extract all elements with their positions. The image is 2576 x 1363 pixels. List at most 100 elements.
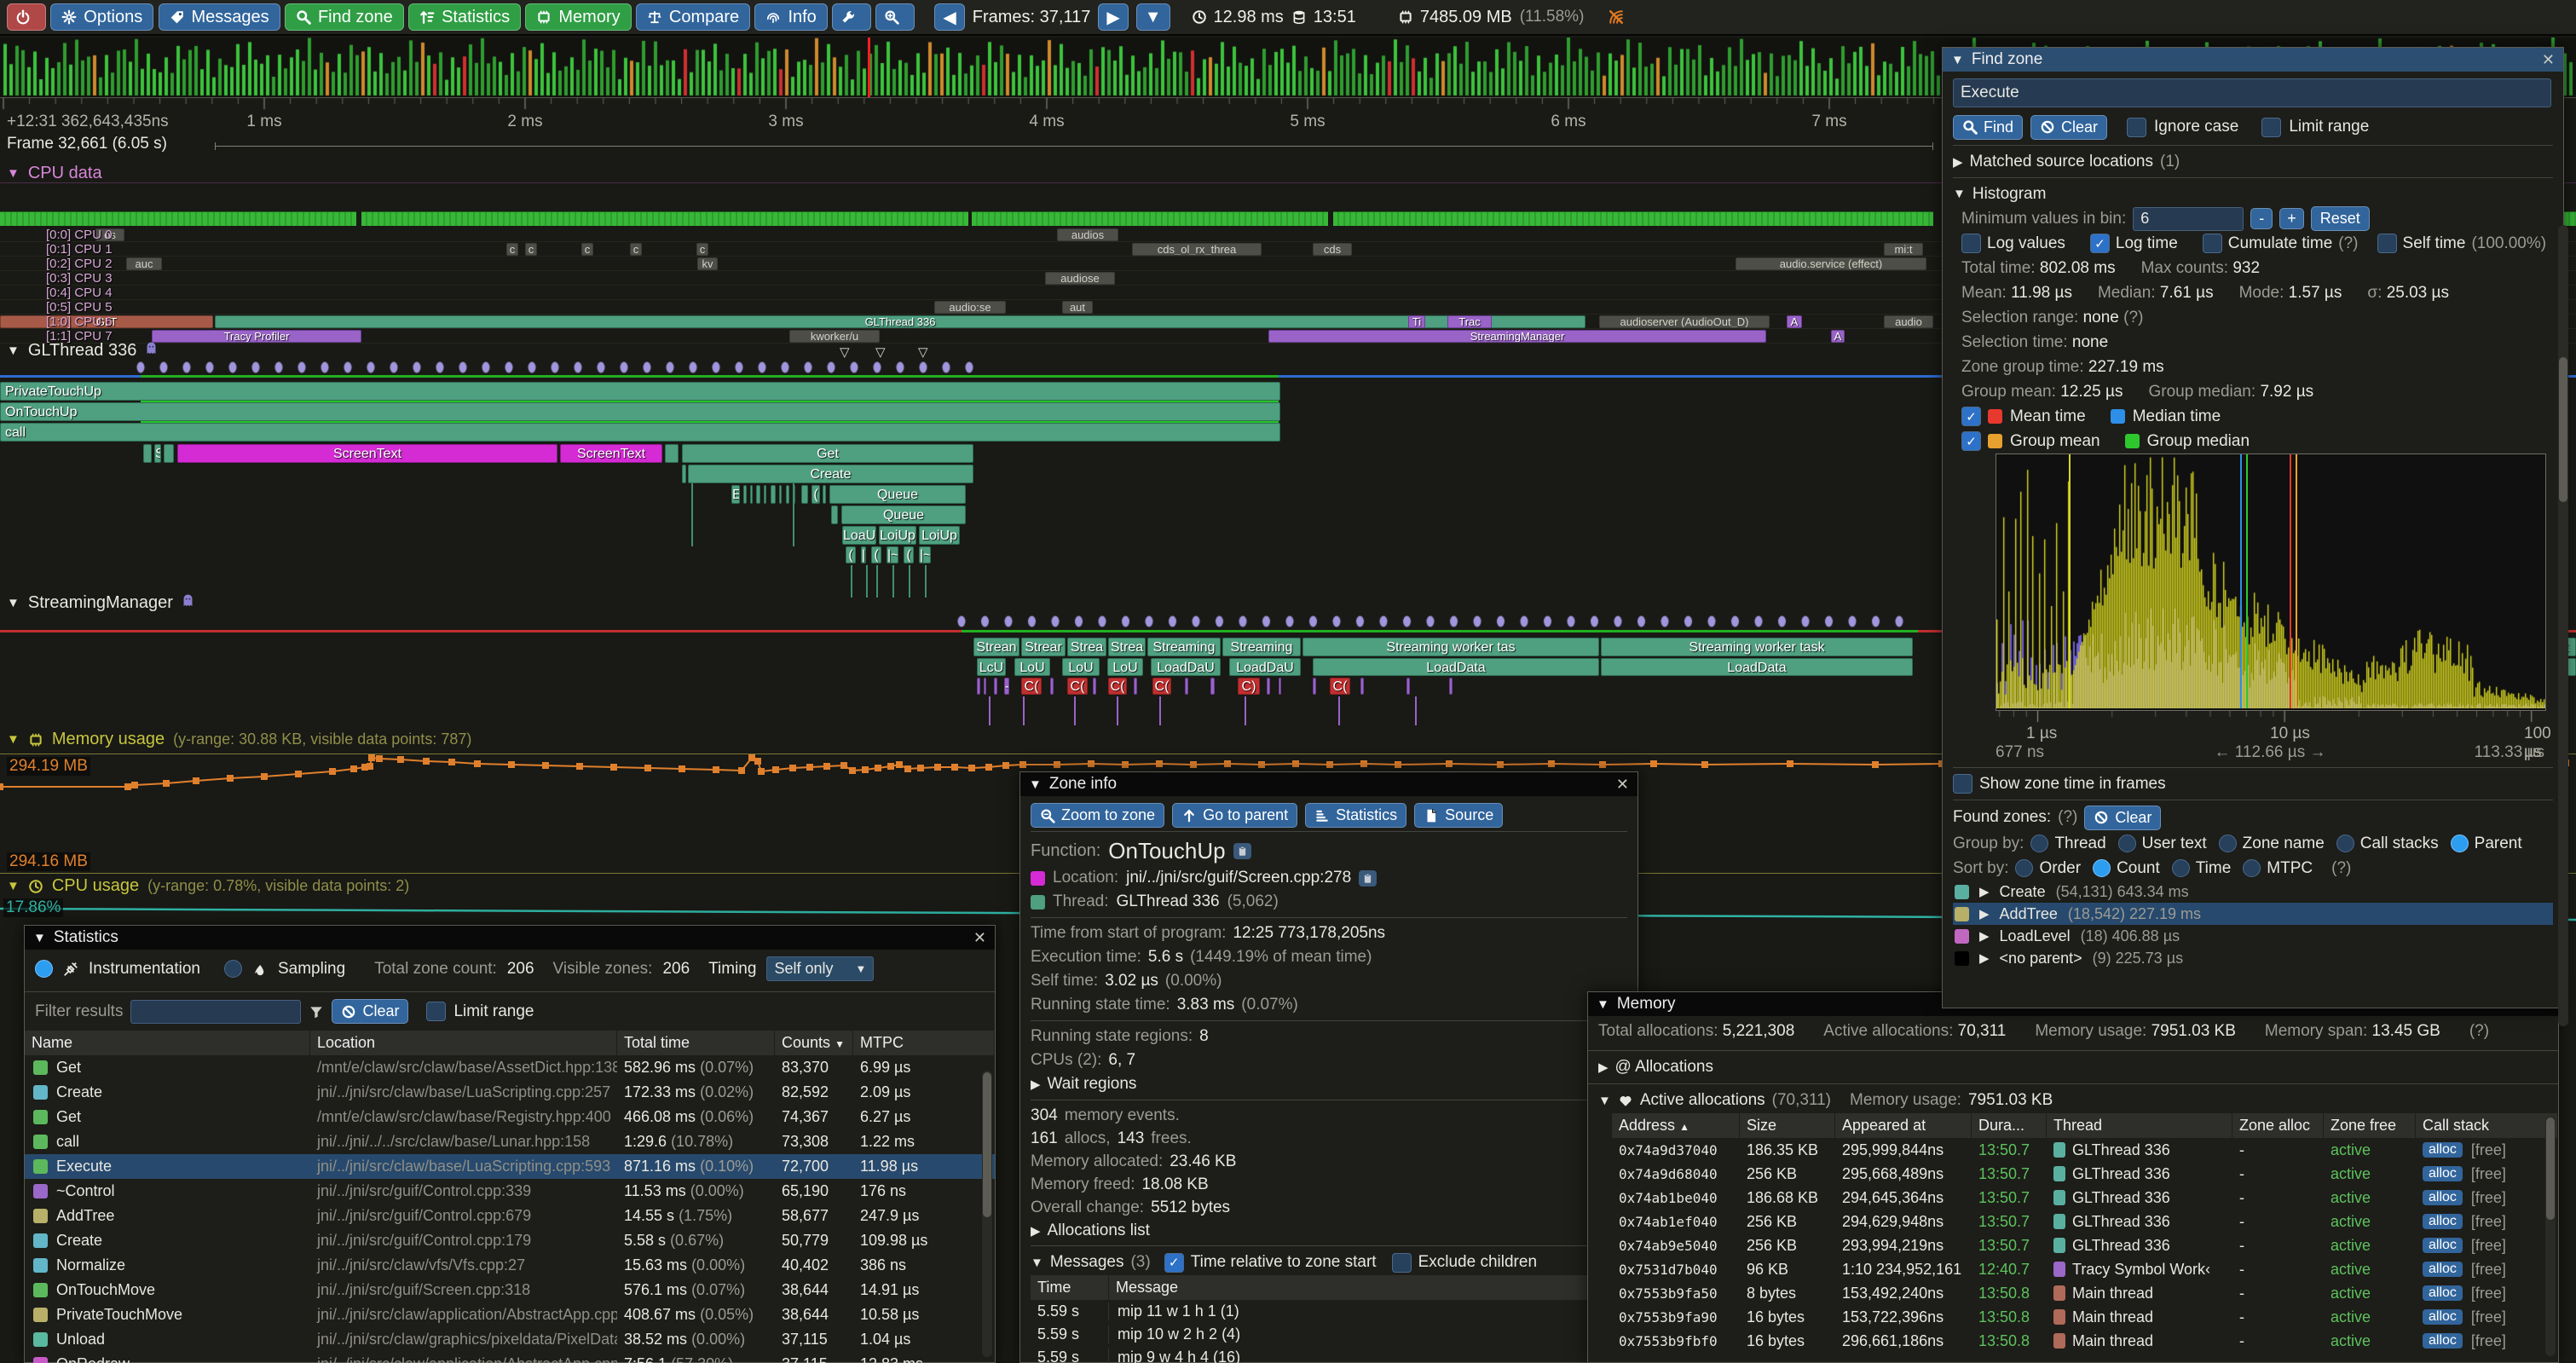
statistics-row[interactable]: call jni/../jni/../../src/claw/base/Luna… bbox=[25, 1129, 995, 1154]
sort-by-radio[interactable] bbox=[2015, 859, 2034, 877]
histogram-option-checkbox[interactable] bbox=[2202, 234, 2222, 253]
histogram-option-checkbox[interactable] bbox=[1961, 234, 1981, 253]
reset-button[interactable]: Reset bbox=[2310, 206, 2370, 231]
cpu-graph-header[interactable]: ▼ CPU usage (y-range: 0.78%, visible dat… bbox=[7, 876, 410, 895]
gl-zone[interactable]: | bbox=[861, 546, 866, 563]
toolbar-button[interactable]: Memory bbox=[525, 3, 632, 31]
toolbar-button[interactable]: Compare bbox=[635, 3, 751, 31]
streaming-zone[interactable]: Streaming bbox=[1222, 638, 1301, 656]
column-time[interactable]: Time bbox=[1031, 1275, 1109, 1300]
column-counts[interactable]: Counts ▼ bbox=[775, 1031, 853, 1055]
find-zone-scrollbar[interactable] bbox=[2558, 225, 2568, 1026]
streaming-zone[interactable]: Streaming worker tas bbox=[1302, 638, 1599, 656]
cpu-zone[interactable]: c bbox=[581, 243, 593, 256]
toolbar-button[interactable]: Options bbox=[50, 3, 154, 31]
cpu-zone[interactable]: GLThread 336 bbox=[215, 315, 1585, 328]
statistics-row[interactable]: Create jni/../jni/src/claw/base/LuaScrip… bbox=[25, 1080, 995, 1105]
statistics-row[interactable]: Get /mnt/e/claw/src/claw/base/Registry.h… bbox=[25, 1105, 995, 1129]
streaming-header[interactable]: ▼ StreamingManager bbox=[7, 593, 194, 613]
streaming-zone[interactable] bbox=[1360, 678, 1364, 695]
gl-zone[interactable]: LoiUp bbox=[919, 526, 960, 545]
statistics-row[interactable]: Create jni/../jni/src/guif/Control.cpp:1… bbox=[25, 1228, 995, 1253]
gl-zone[interactable]: E bbox=[731, 485, 740, 504]
timing-dropdown[interactable]: Self only ▼ bbox=[766, 956, 875, 981]
toolbar-button[interactable]: Messages bbox=[158, 3, 280, 31]
statistics-scrollbar[interactable] bbox=[982, 1071, 992, 1357]
streaming-zone[interactable] bbox=[1185, 678, 1188, 695]
streaming-zone[interactable]: LoadDaU bbox=[1151, 658, 1221, 676]
gl-zone[interactable] bbox=[779, 485, 782, 504]
statistics-row[interactable]: Get /mnt/e/claw/src/claw/base/AssetDict.… bbox=[25, 1055, 995, 1080]
group-by-radio[interactable] bbox=[2336, 835, 2354, 852]
find-zone-search-input[interactable] bbox=[1953, 78, 2551, 107]
column-thread[interactable]: Thread bbox=[2047, 1113, 2232, 1138]
copy-icon[interactable] bbox=[1359, 869, 1378, 887]
streaming-zone[interactable] bbox=[1134, 678, 1137, 695]
cpu-zone[interactable]: audio:se bbox=[934, 301, 1006, 314]
alloc-callstack-button[interactable]: alloc bbox=[2423, 1262, 2463, 1277]
column-name[interactable]: Name bbox=[25, 1031, 310, 1055]
cpu-zone[interactable]: kv bbox=[697, 257, 718, 270]
find-zone-titlebar[interactable]: ▼ Find zone ✕ bbox=[1943, 48, 2563, 72]
source-button[interactable]: Source bbox=[1414, 803, 1504, 828]
cpu-zone[interactable]: c bbox=[506, 243, 518, 256]
gl-zone[interactable]: Get bbox=[682, 444, 973, 463]
cpu-zone[interactable]: mi:t bbox=[1884, 243, 1923, 256]
streaming-zone[interactable]: C( bbox=[1108, 678, 1127, 695]
sort-by-radio[interactable] bbox=[2171, 859, 2190, 877]
message-row[interactable]: 5.59 s mip 11 w 1 h 1 (1) bbox=[1031, 1300, 1627, 1323]
streaming-zone[interactable] bbox=[1093, 678, 1096, 695]
cpu-zone[interactable]: audio bbox=[1884, 315, 1933, 328]
copy-icon[interactable] bbox=[1233, 842, 1251, 859]
alloc-callstack-button[interactable]: alloc bbox=[2423, 1238, 2463, 1253]
histogram-option-checkbox[interactable] bbox=[2377, 234, 2397, 253]
thread-name[interactable]: GLThread 336 bbox=[1116, 892, 1220, 910]
statistics-row[interactable]: Normalize jni/../jni/src/claw/vfs/Vfs.cp… bbox=[25, 1253, 995, 1278]
glthread-header[interactable]: ▼ GLThread 336 bbox=[7, 341, 158, 361]
cpu-zone[interactable]: A bbox=[1787, 315, 1802, 328]
gl-zone[interactable]: call bbox=[0, 423, 1280, 442]
statistics-row[interactable]: OnRedraw jni/../jni/src/claw/application… bbox=[25, 1352, 995, 1363]
allocation-row[interactable]: 0x74ab1ef040 256 KB 294,629,948ns 13:50.… bbox=[1612, 1210, 2558, 1233]
clear-found-button[interactable]: Clear bbox=[2084, 805, 2162, 830]
location-value[interactable]: jni/../jni/src/guif/Screen.cpp:278 bbox=[1126, 869, 1352, 887]
column-zone-alloc[interactable]: Zone alloc bbox=[2232, 1113, 2324, 1138]
zone-info-titlebar[interactable]: ▼ Zone info ✕ bbox=[1020, 772, 1637, 796]
cpu-zone[interactable]: c bbox=[696, 243, 708, 256]
streaming-zone[interactable]: Streaming worker task bbox=[1601, 638, 1913, 656]
next-frame-button[interactable]: ▶ bbox=[1098, 3, 1129, 31]
toolbar-button[interactable] bbox=[875, 3, 915, 31]
streaming-zone[interactable]: LoU bbox=[1062, 658, 1100, 676]
alloc-callstack-button[interactable]: alloc bbox=[2423, 1309, 2463, 1325]
found-zone-row[interactable]: ▶ <no parent> (9) 225.73 µs bbox=[1953, 947, 2553, 969]
toolbar-button[interactable] bbox=[832, 3, 872, 31]
streaming-zone[interactable]: LoU bbox=[1107, 658, 1143, 676]
close-icon[interactable]: ✕ bbox=[2541, 50, 2555, 68]
toolbar-button[interactable]: Statistics bbox=[408, 3, 522, 31]
column-call-stack[interactable]: Call stack bbox=[2416, 1113, 2558, 1138]
gl-zone[interactable] bbox=[750, 485, 753, 504]
cpu-zone[interactable]: audios bbox=[1057, 228, 1118, 241]
legend-checkbox[interactable] bbox=[1961, 407, 1981, 426]
frame-dropdown-button[interactable]: ▼ bbox=[1135, 3, 1170, 31]
streaming-zone[interactable]: Strean bbox=[973, 638, 1019, 656]
allocation-row[interactable]: 0x74ab9e5040 256 KB 293,994,219ns 13:50.… bbox=[1612, 1233, 2558, 1257]
histogram-expander[interactable]: ▼ Histogram bbox=[1953, 184, 2047, 203]
streaming-message-dots[interactable] bbox=[0, 615, 2576, 627]
streaming-zone[interactable]: C( bbox=[1067, 678, 1088, 695]
streaming-zone[interactable]: C) bbox=[1238, 678, 1260, 695]
gl-zone[interactable] bbox=[831, 505, 838, 524]
legend-checkbox[interactable] bbox=[1961, 431, 1981, 451]
gl-zone[interactable] bbox=[801, 485, 808, 504]
streaming-zone[interactable]: LoadDaU bbox=[1229, 658, 1301, 676]
ghost-zones-icon[interactable] bbox=[182, 593, 194, 613]
found-zone-row[interactable]: ▶ LoadLevel (18) 406.88 µs bbox=[1953, 925, 2553, 947]
statistics-row[interactable]: Execute jni/../jni/src/claw/base/LuaScri… bbox=[25, 1154, 995, 1179]
cpu-zone[interactable]: Tracy Profiler bbox=[152, 330, 361, 343]
gl-zone[interactable]: ScreenText bbox=[177, 444, 557, 463]
message-marker-icon[interactable]: ▽ bbox=[840, 345, 850, 360]
help-hint[interactable]: (?) bbox=[2331, 858, 2352, 877]
statistics-row[interactable]: ~Control jni/../jni/src/guif/Control.cpp… bbox=[25, 1179, 995, 1204]
streaming-zone[interactable] bbox=[1210, 678, 1215, 695]
statistics-row[interactable]: PrivateTouchMove jni/../jni/src/claw/app… bbox=[25, 1302, 995, 1327]
